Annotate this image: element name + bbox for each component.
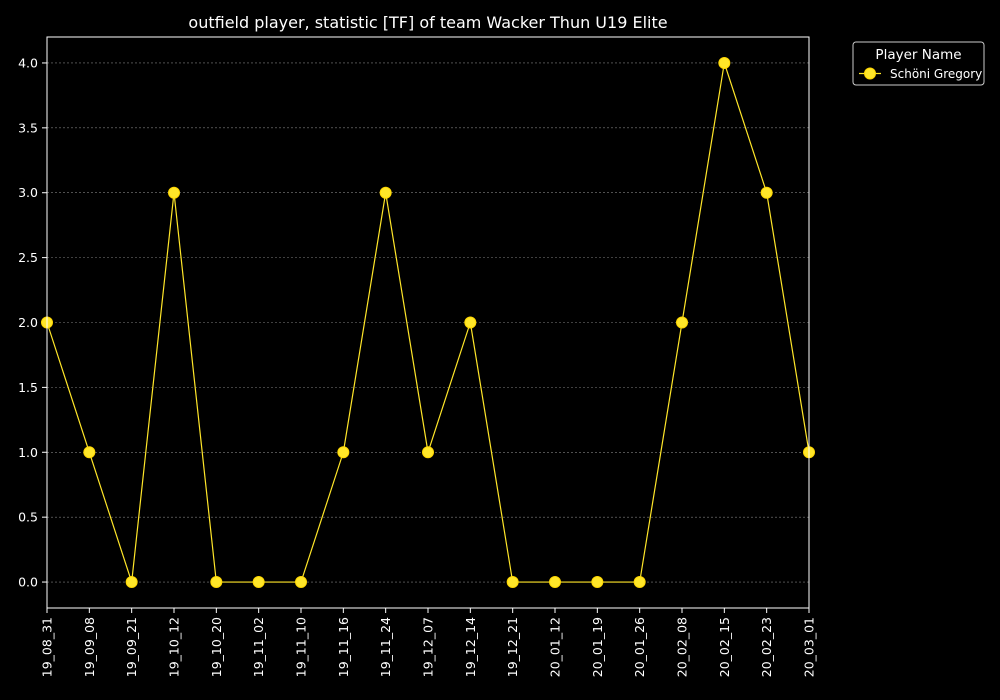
data-point (760, 186, 773, 199)
x-tick-label: 19_10_20 (209, 617, 224, 677)
x-tick-label: 19_11_16 (336, 617, 351, 677)
x-tick-label: 19_12_07 (421, 617, 436, 677)
y-tick-label: 3.5 (18, 120, 38, 135)
data-point (422, 446, 434, 459)
data-point (252, 576, 265, 589)
y-tick-label: 0.5 (18, 510, 38, 525)
x-tick-label: 20_01_12 (548, 617, 563, 677)
data-point (506, 576, 519, 589)
y-tick-label: 1.0 (18, 445, 38, 460)
series-layer (41, 56, 815, 589)
x-tick-label: 19_11_24 (378, 617, 393, 677)
data-point (168, 186, 180, 199)
x-tick-label: 19_12_21 (505, 617, 520, 677)
plot-frame (46, 36, 810, 609)
x-axis-ticks: 19_08_31 19_09_08 19_09_21 19_10_12 19_10_20… (40, 608, 817, 677)
legend-entry-label: Schöni Gregory (890, 67, 982, 81)
data-point (718, 56, 731, 69)
x-tick-label: 19_09_21 (124, 617, 139, 677)
x-tick-label: 20_02_08 (675, 617, 690, 677)
data-point (125, 576, 138, 589)
legend-title: Player Name (875, 47, 961, 63)
data-point (337, 446, 350, 459)
x-tick-label: 19_11_10 (294, 617, 309, 677)
data-point (379, 186, 392, 199)
y-tick-label: 2.5 (18, 250, 38, 265)
x-tick-label: 19_12_14 (463, 617, 478, 677)
data-point (295, 576, 307, 589)
data-point (464, 316, 477, 329)
data-point (549, 576, 561, 589)
x-tick-label: 20_01_19 (590, 617, 605, 677)
data-point (210, 576, 223, 589)
y-axis-ticks: 0.0 0.5 1.0 1.5 2.0 2.5 3.0 3.5 4.0 (18, 55, 47, 590)
x-tick-label: 19_08_31 (40, 617, 55, 677)
x-tick-label: 20_02_15 (717, 617, 732, 677)
y-tick-label: 4.0 (18, 55, 38, 70)
legend: Player Name Schöni Gregory (852, 41, 985, 86)
chart-title: outfield player, statistic [TF] of team … (188, 13, 667, 32)
y-tick-label: 3.0 (18, 185, 38, 200)
x-tick-label: 19_09_08 (82, 617, 97, 677)
y-tick-label: 1.5 (18, 380, 38, 395)
y-tick-label: 0.0 (18, 575, 38, 590)
data-point (676, 316, 688, 329)
x-tick-label: 20_02_23 (759, 617, 774, 677)
data-point (591, 576, 604, 589)
legend-box (852, 41, 985, 86)
x-tick-label: 20_03_01 (802, 617, 817, 677)
legend-marker-swatch (864, 67, 876, 80)
y-tick-label: 2.0 (18, 315, 38, 330)
x-tick-label: 19_10_12 (167, 617, 182, 677)
data-point (633, 576, 646, 589)
data-point (83, 446, 96, 459)
x-tick-label: 19_11_02 (251, 617, 266, 677)
x-tick-label: 20_01_26 (632, 617, 647, 677)
